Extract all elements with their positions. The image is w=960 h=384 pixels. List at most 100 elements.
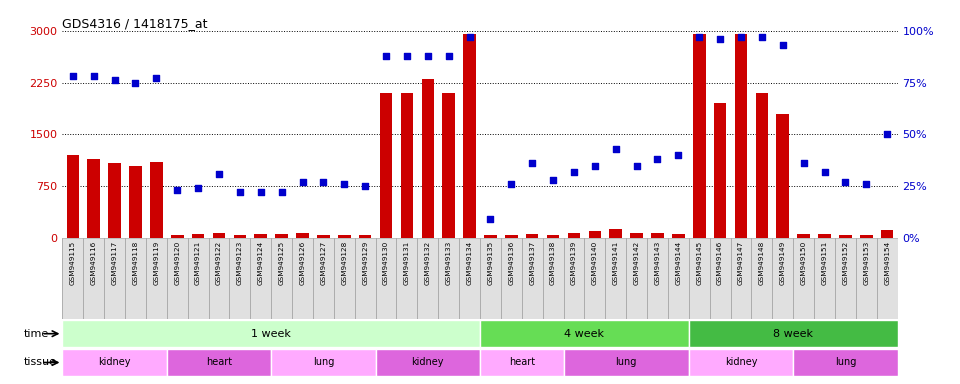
Bar bbox=[229, 238, 251, 319]
Text: GSM949117: GSM949117 bbox=[111, 240, 118, 285]
Text: kidney: kidney bbox=[98, 358, 131, 367]
Bar bbox=[84, 238, 104, 319]
Bar bbox=[777, 114, 789, 238]
Bar bbox=[818, 234, 830, 238]
Text: kidney: kidney bbox=[412, 358, 444, 367]
Point bbox=[483, 216, 498, 222]
Bar bbox=[254, 234, 267, 238]
Bar bbox=[464, 34, 476, 238]
Text: lung: lung bbox=[313, 358, 334, 367]
Bar bbox=[276, 234, 288, 238]
Text: GSM949116: GSM949116 bbox=[90, 240, 97, 285]
Text: GSM949131: GSM949131 bbox=[404, 240, 410, 285]
Bar bbox=[689, 320, 898, 347]
Text: 4 week: 4 week bbox=[564, 329, 605, 339]
Bar bbox=[459, 238, 480, 319]
Text: GSM949133: GSM949133 bbox=[445, 240, 452, 285]
Bar bbox=[421, 79, 434, 238]
Bar bbox=[731, 238, 752, 319]
Bar bbox=[375, 238, 396, 319]
Bar bbox=[171, 235, 183, 238]
Bar bbox=[192, 234, 204, 238]
Point bbox=[420, 53, 436, 59]
Bar bbox=[610, 229, 622, 238]
Text: GSM949123: GSM949123 bbox=[237, 240, 243, 285]
Bar bbox=[522, 238, 542, 319]
Point bbox=[462, 34, 477, 40]
Text: GSM949125: GSM949125 bbox=[278, 240, 284, 285]
Text: tissue: tissue bbox=[24, 358, 57, 367]
Bar bbox=[773, 238, 793, 319]
Point bbox=[170, 187, 185, 194]
Bar bbox=[752, 238, 773, 319]
Text: GSM949119: GSM949119 bbox=[154, 240, 159, 285]
Text: GSM949134: GSM949134 bbox=[467, 240, 472, 285]
Bar bbox=[62, 349, 167, 376]
Text: heart: heart bbox=[206, 358, 232, 367]
Text: GSM949120: GSM949120 bbox=[175, 240, 180, 285]
Point bbox=[65, 73, 81, 79]
Point bbox=[107, 78, 122, 84]
Bar bbox=[130, 166, 142, 238]
Bar bbox=[793, 238, 814, 319]
Bar bbox=[626, 238, 647, 319]
Point bbox=[86, 73, 102, 79]
Bar bbox=[418, 238, 438, 319]
Bar bbox=[167, 238, 188, 319]
Bar bbox=[355, 238, 375, 319]
Point bbox=[629, 162, 644, 169]
Text: GSM949154: GSM949154 bbox=[884, 240, 890, 285]
Bar bbox=[564, 349, 689, 376]
Bar bbox=[480, 238, 501, 319]
Text: GSM949130: GSM949130 bbox=[383, 240, 389, 285]
Point bbox=[295, 179, 310, 185]
Point bbox=[357, 183, 372, 189]
Bar bbox=[188, 238, 208, 319]
Bar bbox=[108, 164, 121, 238]
Bar bbox=[396, 238, 418, 319]
Point bbox=[838, 179, 853, 185]
Text: GSM949150: GSM949150 bbox=[801, 240, 806, 285]
Text: GSM949124: GSM949124 bbox=[257, 240, 264, 285]
Point bbox=[712, 36, 728, 42]
Text: GSM949115: GSM949115 bbox=[70, 240, 76, 285]
Point bbox=[755, 34, 770, 40]
Bar bbox=[526, 234, 539, 238]
Point bbox=[588, 162, 603, 169]
Point bbox=[775, 42, 790, 48]
Bar bbox=[693, 34, 706, 238]
Bar bbox=[272, 349, 375, 376]
Point bbox=[441, 53, 456, 59]
Bar bbox=[689, 238, 709, 319]
Bar bbox=[756, 93, 768, 238]
Bar bbox=[167, 349, 272, 376]
Bar bbox=[606, 238, 626, 319]
Bar bbox=[672, 233, 684, 238]
Text: GDS4316 / 1418175_at: GDS4316 / 1418175_at bbox=[62, 17, 208, 30]
Bar bbox=[297, 233, 309, 238]
Point bbox=[691, 34, 707, 40]
Text: GSM949151: GSM949151 bbox=[822, 240, 828, 285]
Bar bbox=[251, 238, 272, 319]
Point bbox=[337, 181, 352, 187]
Bar bbox=[150, 162, 162, 238]
Point bbox=[378, 53, 394, 59]
Bar bbox=[588, 231, 601, 238]
Text: GSM949144: GSM949144 bbox=[676, 240, 682, 285]
Point bbox=[796, 161, 811, 167]
Text: GSM949143: GSM949143 bbox=[655, 240, 660, 285]
Text: GSM949142: GSM949142 bbox=[634, 240, 639, 285]
Point bbox=[879, 131, 895, 137]
Bar bbox=[125, 238, 146, 319]
Bar bbox=[484, 235, 496, 238]
Point bbox=[504, 181, 519, 187]
Bar bbox=[233, 235, 246, 238]
Bar bbox=[647, 238, 668, 319]
Point bbox=[566, 169, 582, 175]
Bar bbox=[313, 238, 334, 319]
Point bbox=[858, 181, 874, 187]
Point bbox=[545, 177, 561, 183]
Bar bbox=[709, 238, 731, 319]
Bar bbox=[146, 238, 167, 319]
Bar bbox=[317, 235, 329, 238]
